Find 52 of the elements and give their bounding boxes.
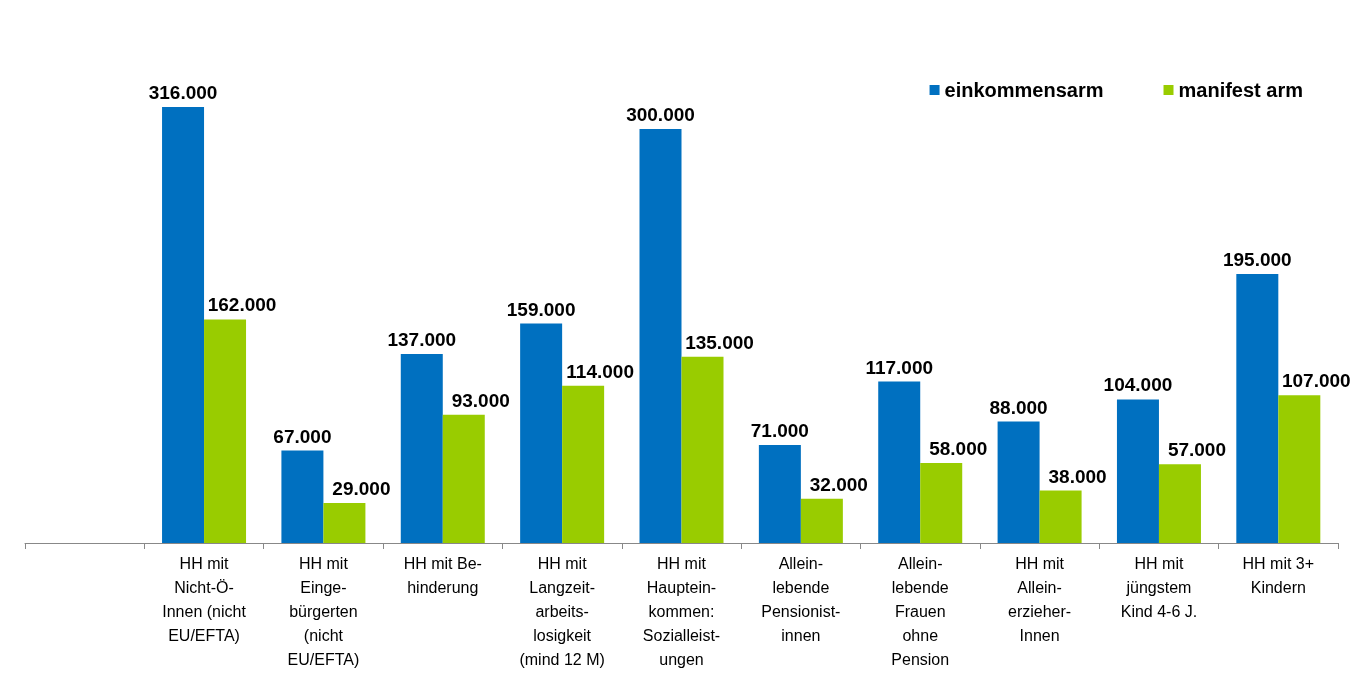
bar bbox=[639, 129, 682, 543]
bar bbox=[281, 450, 324, 543]
data-label: 32.000 bbox=[809, 473, 868, 495]
data-label: 159.000 bbox=[506, 298, 576, 320]
data-label: 93.000 bbox=[451, 389, 510, 411]
legend-label: manifest arm bbox=[1178, 79, 1304, 101]
x-tick-label: HH mit Be- hinderung bbox=[403, 554, 482, 596]
bar bbox=[520, 323, 563, 543]
data-label: 117.000 bbox=[865, 356, 934, 378]
data-label: 162.000 bbox=[207, 294, 277, 316]
bar bbox=[681, 356, 724, 543]
bar bbox=[442, 414, 485, 543]
data-label: 114.000 bbox=[566, 360, 634, 382]
data-label: 67.000 bbox=[273, 425, 332, 447]
bar bbox=[204, 319, 247, 543]
data-label: 137.000 bbox=[387, 328, 457, 350]
x-tick-label: HH mit jüngstem Kind 4-6 J. bbox=[1120, 554, 1198, 620]
x-tick-label: HH mit Nicht-Ö- Innen (nicht EU/EFTA) bbox=[162, 554, 247, 644]
bar bbox=[162, 106, 205, 543]
data-label: 300.000 bbox=[626, 104, 695, 125]
bar bbox=[878, 381, 921, 543]
x-tick-label: Allein- lebende Pensionist- innen bbox=[761, 554, 841, 644]
bar bbox=[562, 385, 605, 543]
data-label: 58.000 bbox=[929, 437, 988, 459]
data-label: 38.000 bbox=[1048, 465, 1107, 487]
bar bbox=[400, 353, 443, 543]
legend-label: einkommensarm bbox=[944, 79, 1104, 101]
x-tick-label: HH mit Allein- erzieher- Innen bbox=[1008, 554, 1072, 644]
bar bbox=[1116, 399, 1159, 543]
x-tick-label: HH mit Einge- bürgerten (nicht EU/EFTA) bbox=[287, 554, 360, 668]
bar bbox=[758, 445, 801, 543]
data-label: 107.000 bbox=[1281, 370, 1351, 392]
bar bbox=[1039, 490, 1082, 543]
x-tick-label: HH mit 3+ Kindern bbox=[1242, 554, 1315, 596]
data-label: 71.000 bbox=[750, 420, 809, 442]
bar bbox=[1278, 395, 1321, 543]
bar bbox=[1236, 273, 1279, 543]
bar bbox=[1158, 464, 1201, 543]
data-label: 104.000 bbox=[1103, 374, 1173, 396]
data-label: 88.000 bbox=[989, 396, 1048, 418]
x-tick-label: HH mit Hauptein- kommen: Sozialleist- ungen bbox=[642, 554, 721, 668]
x-tick-label: Allein- lebende Frauen ohne Pension bbox=[891, 554, 950, 668]
data-label: 29.000 bbox=[332, 477, 391, 499]
data-label: 57.000 bbox=[1167, 439, 1227, 461]
data-label: 135.000 bbox=[685, 331, 754, 353]
data-label: 316.000 bbox=[148, 81, 218, 103]
bar bbox=[997, 421, 1040, 543]
bar bbox=[323, 502, 366, 543]
x-tick-label: HH mit Langzeit- arbeits- losigkeit (mind 12 M) bbox=[519, 554, 605, 668]
data-label: 195.000 bbox=[1222, 248, 1292, 270]
bar bbox=[920, 462, 963, 543]
bar bbox=[800, 498, 843, 543]
